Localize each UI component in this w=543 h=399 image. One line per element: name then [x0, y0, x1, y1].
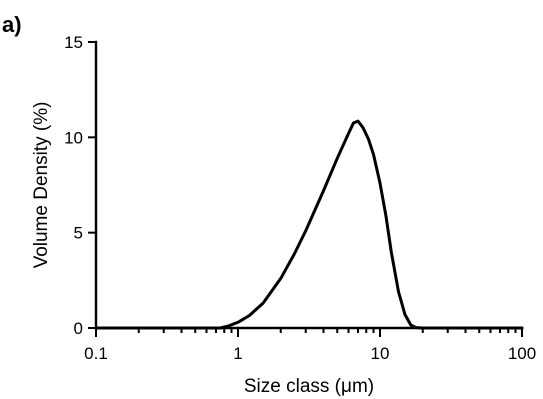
distribution-curve	[94, 119, 524, 330]
y-tick-label: 5	[74, 224, 83, 243]
y-tick-label: 15	[64, 33, 83, 52]
x-tick-label: 10	[371, 344, 390, 363]
x-tick-label: 1	[233, 344, 242, 363]
x-tick-label: 100	[508, 344, 536, 363]
x-tick-label: 0.1	[84, 344, 108, 363]
y-axis-ticks: 0 5 10 15	[64, 33, 96, 338]
y-tick-label: 0	[74, 319, 83, 338]
panel-label: a)	[2, 12, 22, 37]
series-layer	[94, 119, 524, 330]
x-axis-title: Size class (μm)	[244, 376, 374, 397]
x-axis-ticks: 0.1 1 10 100	[84, 328, 536, 363]
y-axis-title: Volume Density (%)	[31, 102, 52, 269]
y-tick-label: 10	[64, 128, 83, 147]
